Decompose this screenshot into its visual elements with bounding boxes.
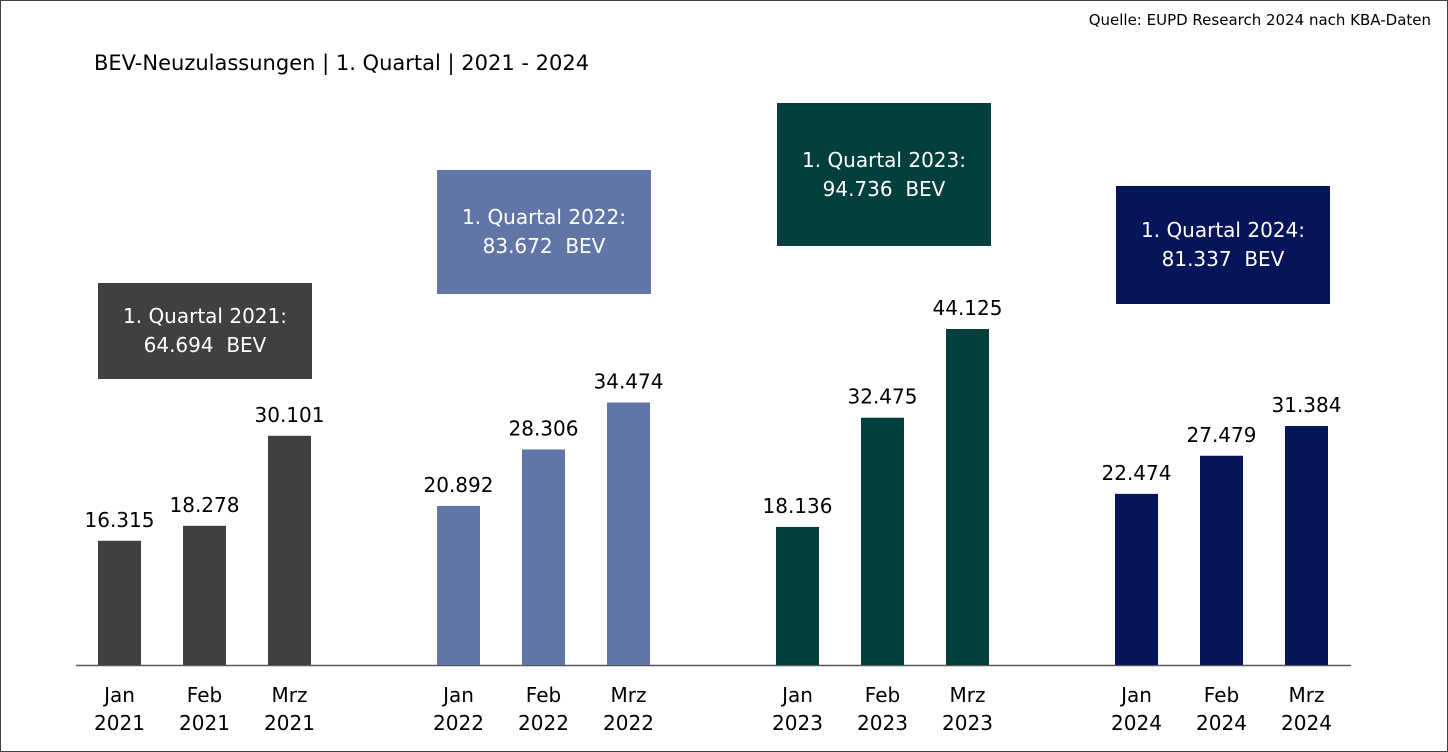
x-tick-label-year: 2023: [857, 711, 908, 735]
quarter-total-annotation-2021: 1. Quartal 2021: 64.694 BEV: [98, 283, 312, 379]
x-tick-label-month: Jan: [1119, 683, 1152, 707]
x-tick-label-year: 2023: [942, 711, 993, 735]
x-tick-label-month: Jan: [780, 683, 813, 707]
x-tick-label-month: Feb: [865, 683, 900, 707]
data-label: 32.475: [848, 385, 918, 409]
annotation-text: 64.694 BEV: [143, 333, 267, 357]
annotation-text: 1. Quartal 2022:: [462, 205, 626, 229]
x-tick-label-month: Jan: [441, 683, 474, 707]
quarter-total-annotation-2024: 1. Quartal 2024: 81.337 BEV: [1116, 186, 1330, 304]
data-label: 20.892: [424, 473, 494, 497]
bar-jan-2023: [776, 526, 819, 665]
x-tick-label-year: 2021: [264, 711, 315, 735]
bar-feb-2021: [183, 525, 226, 665]
x-tick-label-year: 2021: [179, 711, 230, 735]
quarter-total-annotation-2023: 1. Quartal 2023: 94.736 BEV: [777, 103, 991, 246]
x-tick-label-month: Mrz: [272, 683, 308, 707]
x-tick-label-year: 2022: [518, 711, 569, 735]
x-tick-label-year: 2021: [94, 711, 145, 735]
bar-mrz-2024: [1285, 426, 1328, 665]
x-tick-label-year: 2022: [603, 711, 654, 735]
x-tick-label-month: Mrz: [950, 683, 986, 707]
source-note: Quelle: EUPD Research 2024 nach KBA-Date…: [1088, 11, 1431, 29]
data-label: 27.479: [1187, 423, 1257, 447]
x-tick-label-month: Jan: [102, 683, 135, 707]
chart-title: BEV-Neuzulassungen | 1. Quartal | 2021 -…: [94, 51, 590, 75]
data-label: 18.278: [170, 493, 240, 517]
data-label: 31.384: [1272, 393, 1342, 417]
annotation-text: 81.337 BEV: [1161, 247, 1285, 271]
bar-mrz-2023: [946, 329, 989, 665]
x-tick-label-year: 2022: [433, 711, 484, 735]
annotation-text: 1. Quartal 2024:: [1141, 218, 1305, 242]
x-tick-label-month: Feb: [187, 683, 222, 707]
x-tick-label-year: 2023: [772, 711, 823, 735]
x-tick-label-month: Mrz: [611, 683, 647, 707]
data-label: 30.101: [255, 403, 325, 427]
x-tick-label-year: 2024: [1281, 711, 1332, 735]
annotation-text: 83.672 BEV: [482, 234, 606, 258]
bar-mrz-2022: [607, 402, 650, 665]
bar-mrz-2021: [268, 435, 311, 665]
data-label: 16.315: [85, 508, 155, 532]
annotation-text: 94.736 BEV: [822, 176, 946, 201]
bar-feb-2022: [522, 449, 565, 665]
quarter-total-annotation-2022: 1. Quartal 2022: 83.672 BEV: [437, 170, 651, 294]
bar-feb-2024: [1200, 455, 1243, 665]
bar-feb-2023: [861, 417, 904, 665]
annotation-text: 1. Quartal 2023:: [802, 147, 966, 172]
bar-jan-2022: [437, 505, 480, 665]
data-label: 22.474: [1102, 461, 1172, 485]
x-tick-label-month: Mrz: [1289, 683, 1325, 707]
data-label: 34.474: [594, 369, 664, 393]
bar-jan-2021: [98, 540, 141, 665]
x-tick-label-month: Feb: [1204, 683, 1239, 707]
annotation-text: 1. Quartal 2021:: [123, 304, 287, 328]
data-label: 44.125: [933, 296, 1003, 320]
bar-jan-2024: [1115, 493, 1158, 665]
x-tick-label-month: Feb: [526, 683, 561, 707]
data-label: 28.306: [509, 416, 579, 440]
data-label: 18.136: [763, 494, 833, 518]
x-tick-label-year: 2024: [1196, 711, 1247, 735]
x-tick-label-year: 2024: [1111, 711, 1162, 735]
